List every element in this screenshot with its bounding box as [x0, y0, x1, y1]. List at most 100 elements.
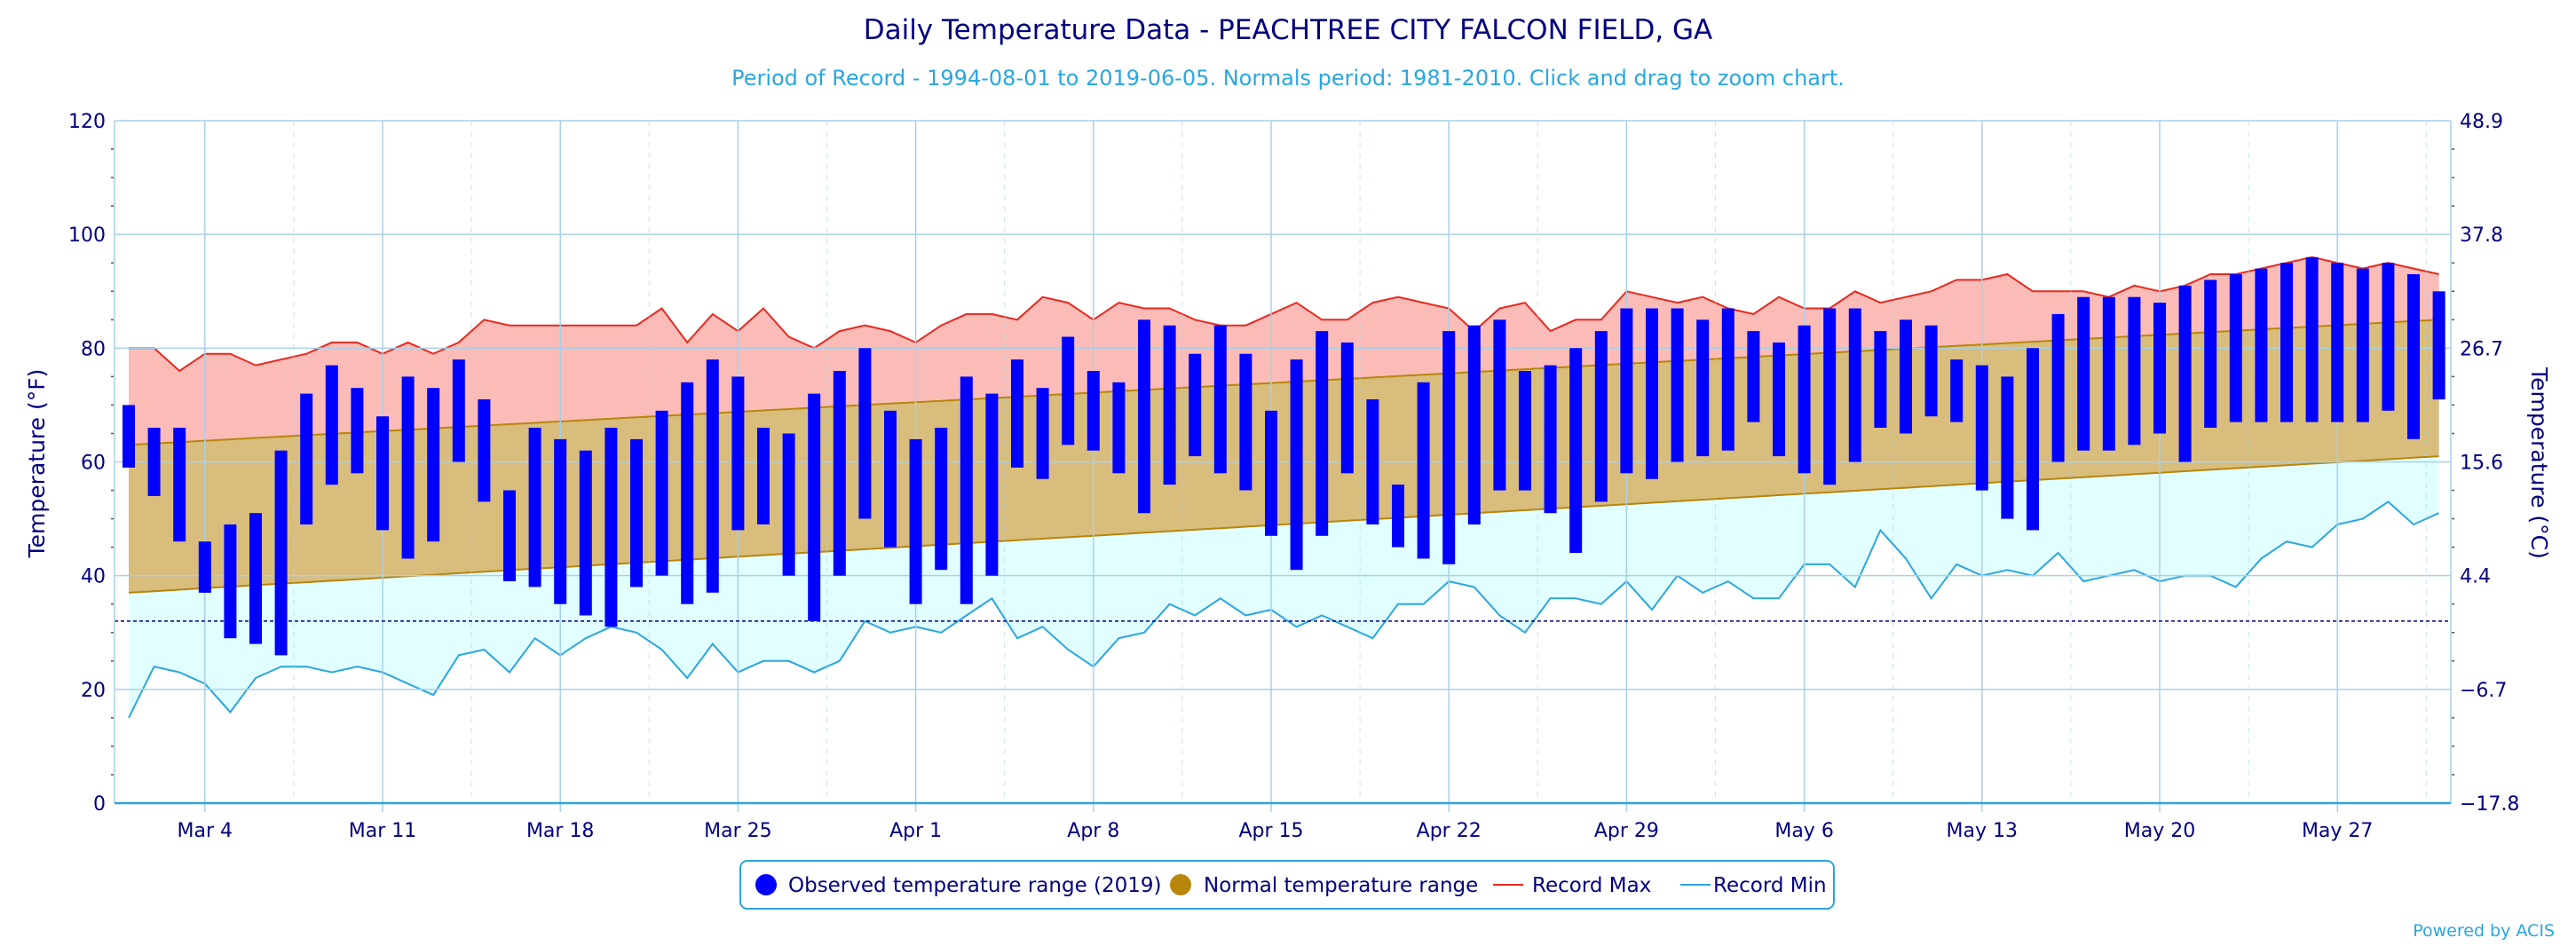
observed-bar[interactable] — [249, 513, 262, 644]
observed-bar[interactable] — [2407, 274, 2420, 439]
legend-item-observed[interactable]: Observed temperature range (2019) — [755, 874, 1162, 897]
observed-bar[interactable] — [2280, 263, 2293, 422]
observed-bar[interactable] — [2432, 291, 2446, 400]
observed-bar[interactable] — [935, 428, 948, 571]
observed-bar[interactable] — [858, 348, 872, 519]
observed-bar[interactable] — [2128, 296, 2141, 445]
observed-bar[interactable] — [1671, 308, 1684, 462]
observed-bar[interactable] — [1467, 325, 1481, 524]
observed-bar[interactable] — [1924, 325, 1938, 417]
observed-bar[interactable] — [731, 376, 745, 531]
observed-bar[interactable] — [351, 388, 364, 474]
observed-bar[interactable] — [706, 359, 719, 593]
observed-bar[interactable] — [300, 393, 313, 524]
observed-bar[interactable] — [2356, 268, 2369, 422]
x-tick-label: May 13 — [1947, 820, 2018, 842]
observed-bar[interactable] — [1874, 331, 1887, 428]
observed-bar[interactable] — [198, 541, 211, 593]
observed-bar[interactable] — [1366, 399, 1379, 524]
observed-bar[interactable] — [1721, 308, 1734, 451]
legend-item-normal[interactable]: Normal temperature range — [1170, 874, 1478, 897]
observed-bar[interactable] — [503, 490, 516, 582]
observed-bar[interactable] — [2027, 348, 2039, 531]
observed-bar[interactable] — [1265, 410, 1277, 536]
observed-bar[interactable] — [1696, 319, 1710, 457]
credit-link[interactable]: Powered by ACIS — [2413, 921, 2555, 941]
observed-bar[interactable] — [1493, 319, 1506, 491]
observed-bar[interactable] — [1062, 336, 1075, 445]
observed-bar[interactable] — [2331, 263, 2344, 422]
observed-bar[interactable] — [782, 433, 795, 576]
observed-bar[interactable] — [1213, 325, 1227, 474]
observed-bar[interactable] — [1239, 353, 1252, 491]
observed-bar[interactable] — [909, 438, 922, 604]
observed-bar[interactable] — [985, 393, 999, 576]
observed-bar[interactable] — [452, 359, 465, 462]
observed-bar[interactable] — [1620, 308, 1633, 474]
observed-bar[interactable] — [1087, 371, 1100, 451]
observed-bar[interactable] — [630, 438, 643, 587]
observed-bar[interactable] — [2178, 285, 2192, 462]
observed-bar[interactable] — [1900, 319, 1912, 434]
observed-bar[interactable] — [1316, 331, 1329, 536]
observed-bar[interactable] — [1544, 365, 1557, 514]
observed-bar[interactable] — [1646, 308, 1658, 479]
observed-bar[interactable] — [1950, 359, 1964, 422]
observed-bar[interactable] — [2153, 303, 2166, 434]
observed-bar[interactable] — [2382, 263, 2395, 411]
observed-bar[interactable] — [655, 410, 668, 576]
observed-bar[interactable] — [2255, 268, 2268, 422]
observed-bar[interactable] — [122, 405, 135, 468]
chart-title: Daily Temperature Data - PEACHTREE CITY … — [864, 14, 1713, 46]
observed-bar[interactable] — [1036, 388, 1049, 479]
observed-bar[interactable] — [478, 399, 491, 502]
observed-bar[interactable] — [1773, 342, 1785, 457]
observed-bar[interactable] — [833, 371, 846, 576]
observed-bar[interactable] — [2229, 274, 2242, 422]
observed-bar[interactable] — [1138, 319, 1150, 514]
observed-bar[interactable] — [554, 438, 567, 604]
observed-bar[interactable] — [604, 428, 618, 627]
observed-bar[interactable] — [1848, 308, 1861, 462]
observed-bar[interactable] — [173, 428, 186, 542]
observed-bar[interactable] — [884, 410, 897, 548]
observed-bar[interactable] — [757, 428, 770, 524]
observed-bar[interactable] — [1290, 359, 1303, 571]
observed-bar[interactable] — [1519, 371, 1531, 491]
observed-bar[interactable] — [1823, 308, 1837, 485]
observed-bar[interactable] — [1975, 365, 1988, 491]
observed-bar[interactable] — [274, 450, 288, 656]
observed-bar[interactable] — [1011, 359, 1023, 468]
observed-bar[interactable] — [224, 524, 237, 639]
observed-bar[interactable] — [1189, 353, 1202, 457]
observed-bar[interactable] — [1112, 382, 1126, 474]
observed-bar[interactable] — [401, 376, 415, 559]
legend-item-record-max[interactable]: Record Max — [1493, 874, 1651, 897]
observed-bar[interactable] — [2305, 256, 2319, 422]
observed-bar[interactable] — [1569, 348, 1583, 553]
observed-bar[interactable] — [1392, 485, 1404, 548]
legend-item-record-min[interactable]: Record Min — [1680, 874, 1827, 897]
observed-bar[interactable] — [681, 382, 694, 604]
observed-bar[interactable] — [325, 365, 338, 485]
observed-bar[interactable] — [579, 450, 592, 616]
observed-bar[interactable] — [2204, 280, 2217, 428]
observed-bar[interactable] — [2102, 296, 2115, 451]
observed-bar[interactable] — [427, 388, 440, 542]
observed-bar[interactable] — [2077, 296, 2090, 451]
observed-bar[interactable] — [1163, 325, 1176, 485]
observed-bar[interactable] — [808, 393, 821, 621]
observed-bar[interactable] — [1340, 342, 1354, 474]
observed-bar[interactable] — [1594, 331, 1608, 502]
observed-bar[interactable] — [1442, 331, 1456, 564]
observed-bar[interactable] — [2051, 313, 2065, 462]
observed-bar[interactable] — [528, 428, 541, 587]
observed-bar[interactable] — [960, 376, 973, 604]
observed-bar[interactable] — [1417, 382, 1430, 559]
observed-bar[interactable] — [1798, 325, 1811, 474]
observed-bar[interactable] — [376, 416, 389, 531]
observed-bar[interactable] — [147, 428, 161, 496]
observed-bar[interactable] — [1747, 331, 1760, 422]
observed-bar[interactable] — [2001, 376, 2014, 519]
